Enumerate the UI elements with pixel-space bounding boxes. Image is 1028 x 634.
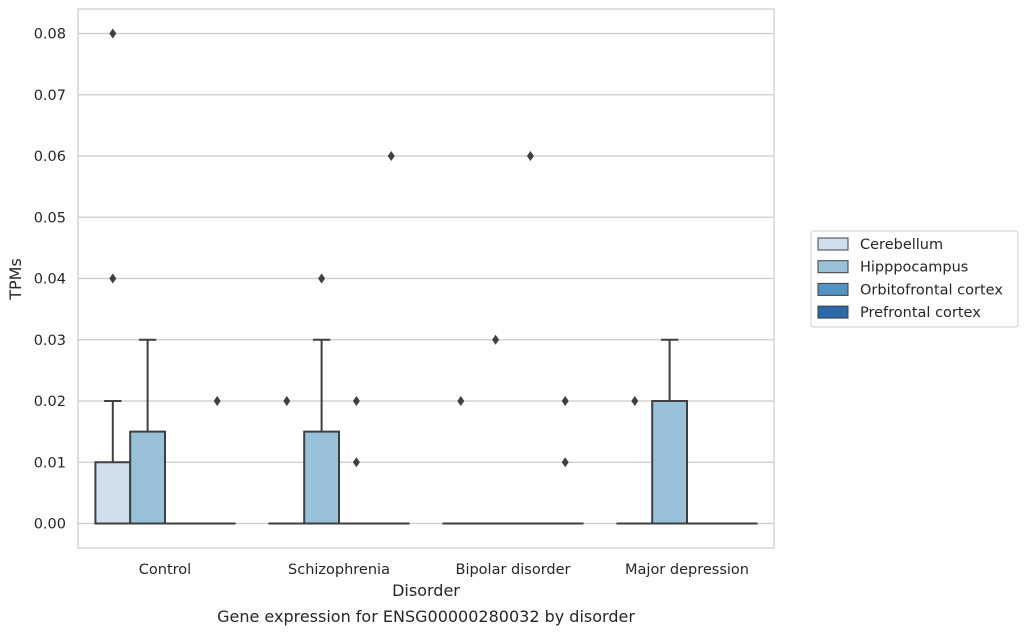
x-tick-label: Schizophrenia bbox=[288, 562, 390, 578]
outlier-marker bbox=[283, 396, 291, 406]
legend-label: Hipppocampus bbox=[860, 260, 968, 276]
boxes bbox=[94, 28, 758, 525]
outlier-marker bbox=[631, 396, 639, 406]
legend-swatch bbox=[817, 237, 849, 251]
box-3-1 bbox=[372, 151, 410, 525]
box-1-0 bbox=[129, 338, 166, 525]
outlier-marker bbox=[561, 457, 569, 468]
chart-caption: Gene expression for ENSG00000280032 by d… bbox=[217, 607, 635, 626]
box-3-2 bbox=[546, 396, 584, 525]
x-tick-label: Major depression bbox=[625, 562, 749, 578]
outlier-marker bbox=[352, 396, 360, 406]
outlier-marker bbox=[109, 273, 117, 284]
box-0-1 bbox=[268, 396, 306, 525]
outlier-marker bbox=[457, 396, 465, 406]
gridlines bbox=[78, 32, 774, 525]
box-2-1 bbox=[338, 396, 375, 525]
box-1-3 bbox=[651, 338, 689, 525]
plot-area-frame bbox=[77, 8, 775, 549]
box-1-2 bbox=[477, 334, 515, 525]
x-axis-ticks: Control Schizophrenia Bipolar disorder Majo… bbox=[139, 562, 749, 578]
x-tick-label: Control bbox=[139, 562, 191, 578]
box-0-2 bbox=[442, 396, 480, 525]
box-2-2 bbox=[512, 151, 549, 525]
outlier-marker bbox=[526, 151, 534, 161]
legend-label: Prefrontal cortex bbox=[860, 305, 981, 321]
outlier-marker bbox=[492, 334, 500, 345]
outlier-marker bbox=[318, 273, 326, 284]
box-1-1 bbox=[303, 273, 341, 525]
box-body bbox=[129, 430, 166, 525]
legend: Cerebellum Hipppocampus Orbitofrontal cort… bbox=[810, 230, 1019, 328]
y-tick-label: 0.07 bbox=[34, 88, 66, 104]
box-body bbox=[651, 400, 689, 525]
box-body bbox=[94, 461, 132, 525]
outlier-marker bbox=[352, 457, 360, 468]
y-tick-label: 0.02 bbox=[34, 394, 66, 410]
legend-swatch bbox=[817, 282, 849, 296]
outlier-marker bbox=[213, 396, 221, 406]
y-tick-label: 0.04 bbox=[34, 272, 66, 288]
outlier-marker bbox=[561, 396, 569, 406]
outlier-marker bbox=[109, 28, 117, 39]
y-tick-label: 0.00 bbox=[34, 517, 66, 533]
y-tick-label: 0.01 bbox=[34, 455, 66, 471]
box-0-0 bbox=[94, 28, 132, 525]
y-tick-label: 0.03 bbox=[34, 333, 66, 349]
legend-swatch bbox=[817, 305, 849, 319]
box-0-3 bbox=[616, 396, 654, 525]
box-body bbox=[303, 430, 341, 525]
legend-label: Orbitofrontal cortex bbox=[860, 282, 1003, 298]
x-axis-label: Disorder bbox=[392, 581, 460, 600]
legend-frame bbox=[810, 230, 1019, 328]
y-axis-label: TPMs bbox=[6, 258, 25, 301]
x-tick-label: Bipolar disorder bbox=[456, 562, 571, 578]
y-tick-label: 0.05 bbox=[34, 210, 66, 226]
box-3-0 bbox=[198, 396, 236, 525]
legend-label: Cerebellum bbox=[860, 237, 943, 253]
legend-swatch bbox=[817, 260, 849, 274]
y-axis-ticks: 0.00 0.01 0.02 0.03 0.04 0.05 0.06 0.07 0.08 bbox=[34, 27, 66, 533]
outlier-marker bbox=[387, 151, 395, 161]
y-tick-label: 0.08 bbox=[34, 27, 66, 43]
y-tick-label: 0.06 bbox=[34, 149, 66, 165]
